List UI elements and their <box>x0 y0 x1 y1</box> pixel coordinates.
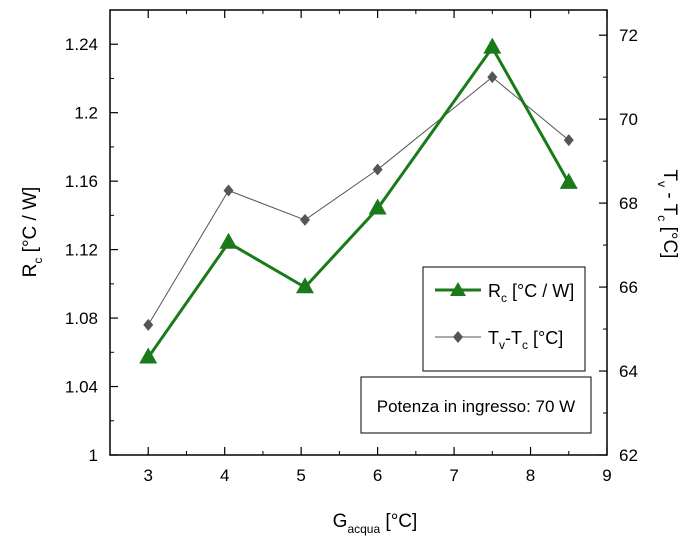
legend-rc-sub: c <box>501 291 507 305</box>
y-right-axis-title: Tv - Tc [°C] <box>655 170 680 259</box>
series-layer <box>139 37 578 364</box>
series-rc-line <box>147 44 571 359</box>
x-tick-label-1: 4 <box>220 466 229 485</box>
series-rc-point-2 <box>295 277 314 294</box>
plot-frame <box>109 9 608 456</box>
y-left-tick-label-4: 1.16 <box>65 172 98 191</box>
x-axis-title: Gacqua [°C] <box>333 511 418 536</box>
annotation-text: Potenza in ingresso: 70 W <box>377 397 575 416</box>
y-right-tick-label-4: 70 <box>619 110 638 129</box>
y-right-title-p1: T <box>659 170 680 182</box>
legend-rc-main: R <box>488 281 501 301</box>
legend-tvtc-label: Tv-Tc [°C] <box>488 328 563 352</box>
x-axis-title-main: G <box>333 511 348 532</box>
series-tvtc-point-5 <box>563 134 574 147</box>
y-left-axis-title: Rc [°C / W] <box>20 187 45 278</box>
legend-box <box>422 266 586 372</box>
series-tvtc-point-0 <box>143 318 154 331</box>
legend-tvtc-marker <box>453 331 463 343</box>
annotation: Potenza in ingresso: 70 W <box>360 376 592 434</box>
legend-tvtc-p2: -T <box>505 328 522 348</box>
y-right-tick-label-0: 62 <box>619 446 638 465</box>
series-rc-point-5 <box>559 172 578 189</box>
axis-ticks: 3 4 5 6 7 8 9 1 1.04 1.08 1.12 1.16 1.2 1.24 62 64 66 68 7… <box>65 10 638 485</box>
x-axis-title-sub: acqua <box>347 522 380 536</box>
series-rc-point-1 <box>219 232 238 249</box>
y-left-tick-label-1: 1.04 <box>65 378 98 397</box>
x-tick-label-4: 7 <box>449 466 458 485</box>
series-rc-point-0 <box>139 347 158 364</box>
y-left-tick-label-2: 1.08 <box>65 309 98 328</box>
y-left-tick-label-3: 1.12 <box>65 241 98 260</box>
legend-tvtc-s1: v <box>499 338 505 352</box>
y-right-title-s1: v <box>655 181 669 187</box>
legend-rc-marker <box>450 282 466 296</box>
x-tick-label-0: 3 <box>143 466 152 485</box>
x-axis-title-rest: [°C] <box>380 511 417 532</box>
legend-rc-label: Rc [°C / W] <box>488 281 574 305</box>
x-tick-label-3: 6 <box>373 466 382 485</box>
y-right-tick-label-5: 72 <box>619 26 638 45</box>
y-left-title-sub: c <box>31 258 45 264</box>
legend-tvtc-p1: T <box>488 328 499 348</box>
series-tvtc-point-2 <box>299 213 310 226</box>
legend-tvtc-s2: c <box>522 338 528 352</box>
y-right-title-p2: - T <box>659 187 680 216</box>
y-left-tick-label-6: 1.24 <box>65 35 98 54</box>
y-right-tick-label-3: 68 <box>619 194 638 213</box>
y-right-tick-label-2: 66 <box>619 278 638 297</box>
series-tvtc-point-3 <box>372 163 383 176</box>
series-rc-point-3 <box>368 198 387 215</box>
y-left-tick-label-5: 1.2 <box>74 104 98 123</box>
legend-rc-rest: [°C / W] <box>507 281 574 301</box>
series-tvtc-point-1 <box>223 184 234 197</box>
y-left-title-main: R <box>20 264 41 278</box>
y-right-title-s2: c <box>655 215 669 221</box>
annotation-box <box>360 376 592 434</box>
legend-tvtc-rest: [°C] <box>528 328 563 348</box>
series-tvtc-line <box>147 76 570 326</box>
y-right-tick-label-1: 64 <box>619 362 638 381</box>
y-right-title-rest: [°C] <box>659 221 680 258</box>
y-left-tick-label-0: 1 <box>89 446 98 465</box>
x-tick-label-6: 9 <box>602 466 611 485</box>
series-tvtc-point-4 <box>487 71 498 84</box>
x-tick-label-5: 8 <box>526 466 535 485</box>
legend: Rc [°C / W] Tv-Tc [°C] <box>422 266 586 372</box>
x-tick-label-2: 5 <box>296 466 305 485</box>
y-left-title-rest: [°C / W] <box>20 187 41 258</box>
series-rc-point-4 <box>483 37 502 54</box>
